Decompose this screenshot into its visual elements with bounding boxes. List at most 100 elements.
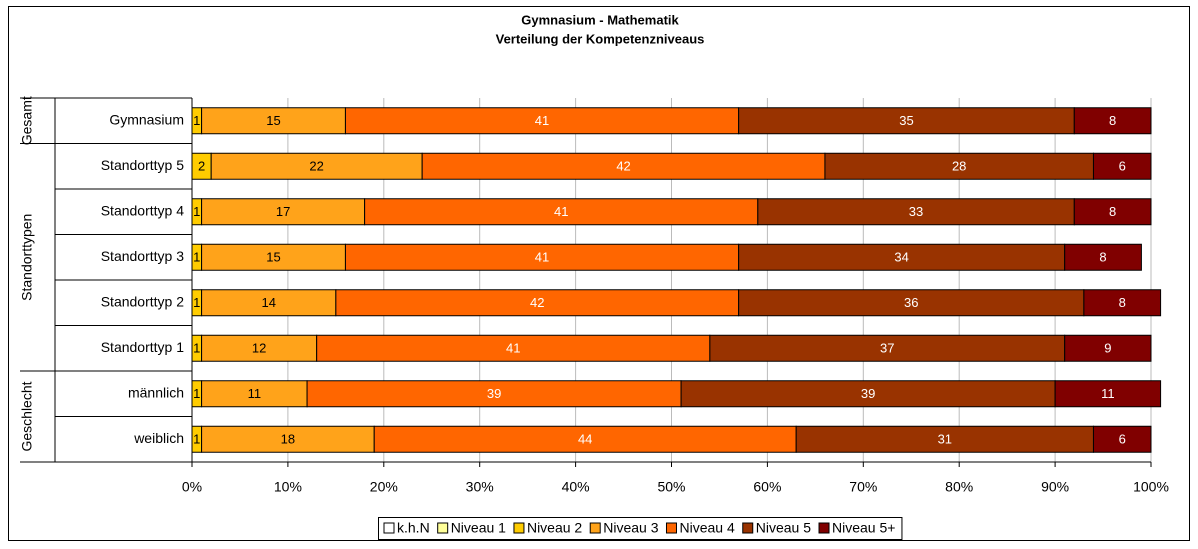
bar-segment (201, 243, 346, 271)
data-label: 17 (276, 204, 290, 219)
data-label: 42 (616, 159, 630, 174)
legend-swatch (665, 522, 677, 534)
bar-segment (1092, 152, 1152, 180)
legend-label: Niveau 3 (603, 520, 658, 536)
data-label: 41 (535, 250, 549, 265)
y-tick-label: Standorttyp 2 (101, 293, 184, 309)
legend-swatch (589, 522, 601, 534)
data-label: 8 (1099, 250, 1106, 265)
data-label: 28 (952, 159, 966, 174)
x-tick-label: 40% (562, 479, 590, 495)
data-label: 39 (487, 386, 501, 401)
bar-segment (1064, 334, 1152, 362)
data-label: 44 (578, 432, 592, 447)
data-label: 35 (899, 113, 913, 128)
x-tick-label: 30% (466, 479, 494, 495)
bar-segment (1054, 380, 1162, 408)
bar-segment (344, 243, 740, 271)
x-tick-label: 80% (945, 479, 973, 495)
data-label: 37 (880, 341, 894, 356)
y-tick-label: Standorttyp 4 (101, 202, 184, 218)
data-label: 1 (193, 432, 200, 447)
y-tick-label: Standorttyp 5 (101, 157, 184, 173)
data-label: 1 (193, 386, 200, 401)
data-label: 22 (309, 159, 323, 174)
data-label: 12 (252, 341, 266, 356)
bar-segment (344, 107, 740, 135)
x-tick-label: 10% (274, 479, 302, 495)
x-tick-label: 100% (1133, 479, 1169, 495)
bar-segment (709, 334, 1066, 362)
chart-frame (8, 6, 1190, 541)
data-label: 41 (535, 113, 549, 128)
chart-title: Gymnasium - Mathematik (521, 12, 679, 27)
legend-swatch (818, 522, 830, 534)
bar-segment (738, 289, 1085, 317)
bar-segment (1073, 198, 1152, 226)
data-label: 2 (198, 159, 205, 174)
data-label: 36 (904, 295, 918, 310)
bar-segment (201, 198, 366, 226)
data-label: 14 (261, 295, 275, 310)
x-tick-label: 90% (1041, 479, 1069, 495)
legend-frame (378, 517, 903, 540)
data-label: 8 (1109, 113, 1116, 128)
legend-swatch (437, 522, 449, 534)
y-tick-label: männlich (128, 384, 184, 400)
group-label: Geschlecht (19, 381, 35, 451)
bar-segment (1083, 289, 1162, 317)
bar-segment (795, 425, 1094, 453)
bar-segment (201, 107, 346, 135)
bar-segment (421, 152, 826, 180)
y-tick-label: weiblich (133, 430, 184, 446)
group-label: Gesamt (19, 96, 35, 145)
data-label: 42 (530, 295, 544, 310)
legend-swatch (513, 522, 525, 534)
legend-swatch (383, 522, 395, 534)
data-label: 1 (193, 341, 200, 356)
bar-segment (680, 380, 1056, 408)
bar-segment (738, 243, 1066, 271)
data-label: 39 (861, 386, 875, 401)
x-tick-label: 50% (657, 479, 685, 495)
legend-label: Niveau 4 (679, 520, 734, 536)
data-label: 9 (1104, 341, 1111, 356)
data-label: 31 (938, 432, 952, 447)
legend-label: Niveau 5+ (832, 520, 895, 536)
bar-segment (1073, 107, 1152, 135)
y-tick-label: Standorttyp 1 (101, 339, 184, 355)
data-label: 6 (1119, 432, 1126, 447)
bar-segment (373, 425, 797, 453)
bar-segment (316, 334, 711, 362)
bar-segment (1064, 243, 1142, 271)
data-label: 18 (281, 432, 295, 447)
data-label: 15 (266, 113, 280, 128)
data-label: 8 (1109, 204, 1116, 219)
data-label: 6 (1119, 159, 1126, 174)
legend-label: k.h.N (397, 520, 430, 536)
legend-label: Niveau 5 (756, 520, 811, 536)
legend-label: Niveau 2 (527, 520, 582, 536)
bar-segment (757, 198, 1075, 226)
group-label: Standorttypen (19, 214, 35, 301)
chart-subtitle: Verteilung der Kompetenzniveaus (496, 31, 705, 46)
legend-label: Niveau 1 (451, 520, 506, 536)
data-label: 11 (248, 386, 262, 401)
x-tick-label: 60% (753, 479, 781, 495)
y-tick-label: Gymnasium (109, 111, 184, 127)
data-label: 15 (266, 250, 280, 265)
x-tick-label: 20% (370, 479, 398, 495)
data-label: 1 (193, 204, 200, 219)
data-label: 11 (1101, 386, 1115, 401)
bar-segment (1092, 425, 1152, 453)
data-label: 8 (1119, 295, 1126, 310)
data-label: 1 (193, 295, 200, 310)
bar-segment (738, 107, 1075, 135)
data-label: 34 (894, 250, 908, 265)
legend-swatch (742, 522, 754, 534)
x-tick-label: 70% (849, 479, 877, 495)
data-label: 1 (193, 250, 200, 265)
data-label: 33 (909, 204, 923, 219)
legend: k.h.N Niveau 1 Niveau 2 Niveau 3 Niveau 4 Niv… (383, 520, 895, 536)
